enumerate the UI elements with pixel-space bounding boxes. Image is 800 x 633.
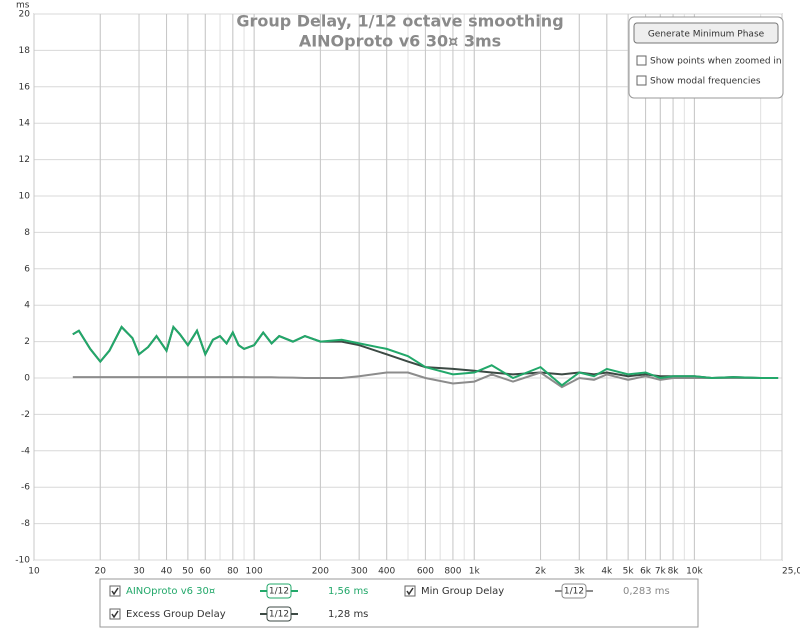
y-tick-label: 8 xyxy=(24,228,30,238)
x-tick-label: 60 xyxy=(200,567,212,577)
y-tick-label: -4 xyxy=(21,446,30,456)
series-line xyxy=(72,371,779,389)
legend-name[interactable]: AINOproto v6 30¤ xyxy=(126,586,215,597)
x-tick-label: 200 xyxy=(312,567,329,577)
x-tick-label: 600 xyxy=(417,567,434,577)
x-tick-label: 3k xyxy=(574,567,586,577)
smoothing-label: 1/12 xyxy=(269,610,289,620)
y-tick-label: 20 xyxy=(19,10,31,20)
x-tick-label: 8k xyxy=(668,567,680,577)
x-tick-label: 4k xyxy=(601,567,613,577)
x-tick-label: 7k xyxy=(655,567,667,577)
x-tick-label: 6k xyxy=(640,567,652,577)
series-line xyxy=(72,324,779,387)
y-tick-label: 2 xyxy=(24,337,30,347)
checkbox-label[interactable]: Show modal frequencies xyxy=(650,77,761,87)
legend-checkbox[interactable] xyxy=(404,585,416,597)
checkbox[interactable] xyxy=(636,75,647,86)
checkmark xyxy=(111,610,119,619)
y-tick-label: 16 xyxy=(19,82,31,92)
checkmark xyxy=(406,587,414,596)
x-tick-label: 10k xyxy=(686,567,703,577)
y-tick-label: -6 xyxy=(21,483,30,493)
legend-name[interactable]: Excess Group Delay xyxy=(126,609,226,620)
smoothing-label: 1/12 xyxy=(564,587,584,597)
x-tick-label: 80 xyxy=(227,567,239,577)
checkbox[interactable] xyxy=(636,55,647,66)
y-tick-label: -8 xyxy=(21,519,30,529)
x-tick-label: 10 xyxy=(28,567,40,577)
x-tick-label: 800 xyxy=(444,567,461,577)
checkbox-label[interactable]: Show points when zoomed in xyxy=(650,57,782,67)
chart-title: Group Delay, 1/12 octave smoothing xyxy=(236,12,563,31)
button[interactable] xyxy=(633,22,779,44)
y-tick-label: -2 xyxy=(21,410,30,420)
x-tick-label: 1k xyxy=(469,567,481,577)
chart-subtitle: AINOproto v6 30¤ 3ms xyxy=(299,32,501,51)
x-tick-label: 300 xyxy=(351,567,368,577)
legend-readout: 1,28 ms xyxy=(328,609,368,620)
legend-checkbox[interactable] xyxy=(109,585,121,597)
smoothing-label: 1/12 xyxy=(269,587,289,597)
x-tick-label: 20 xyxy=(95,567,107,577)
smoothing-icon[interactable] xyxy=(266,583,292,599)
y-tick-label: 14 xyxy=(19,119,31,129)
x-tick-label: 100 xyxy=(246,567,263,577)
y-axis-label: ms xyxy=(16,1,30,11)
y-tick-label: 12 xyxy=(19,155,30,165)
legend-checkbox[interactable] xyxy=(109,608,121,620)
y-tick-label: -10 xyxy=(15,556,30,566)
series-lines xyxy=(72,324,779,389)
legend-panel xyxy=(99,578,699,628)
smoothing-icon[interactable] xyxy=(561,583,587,599)
legend-readout: 0,283 ms xyxy=(623,586,670,597)
y-tick-label: 4 xyxy=(24,301,30,311)
x-tick-label: 2k xyxy=(535,567,547,577)
legend-name[interactable]: Min Group Delay xyxy=(421,586,504,597)
y-tick-label: 18 xyxy=(19,46,31,56)
x-tick-label: 50 xyxy=(182,567,194,577)
x-tick-label: 25,0k Hz xyxy=(782,567,800,577)
x-tick-label: 5k xyxy=(623,567,635,577)
checkmark xyxy=(111,587,119,596)
x-tick-label: 30 xyxy=(133,567,145,577)
x-tick-label: 40 xyxy=(161,567,173,577)
y-tick-label: 10 xyxy=(19,192,31,202)
legend: AINOproto v6 30¤ 1/12 1,56 ms Min Group Del… xyxy=(109,583,670,622)
smoothing-icon[interactable] xyxy=(266,606,292,622)
x-tick-label: 400 xyxy=(378,567,395,577)
y-tick-label: 6 xyxy=(24,264,30,274)
legend-readout: 1,56 ms xyxy=(328,586,368,597)
button-label[interactable]: Generate Minimum Phase xyxy=(648,30,765,40)
y-tick-label: 0 xyxy=(24,374,30,384)
